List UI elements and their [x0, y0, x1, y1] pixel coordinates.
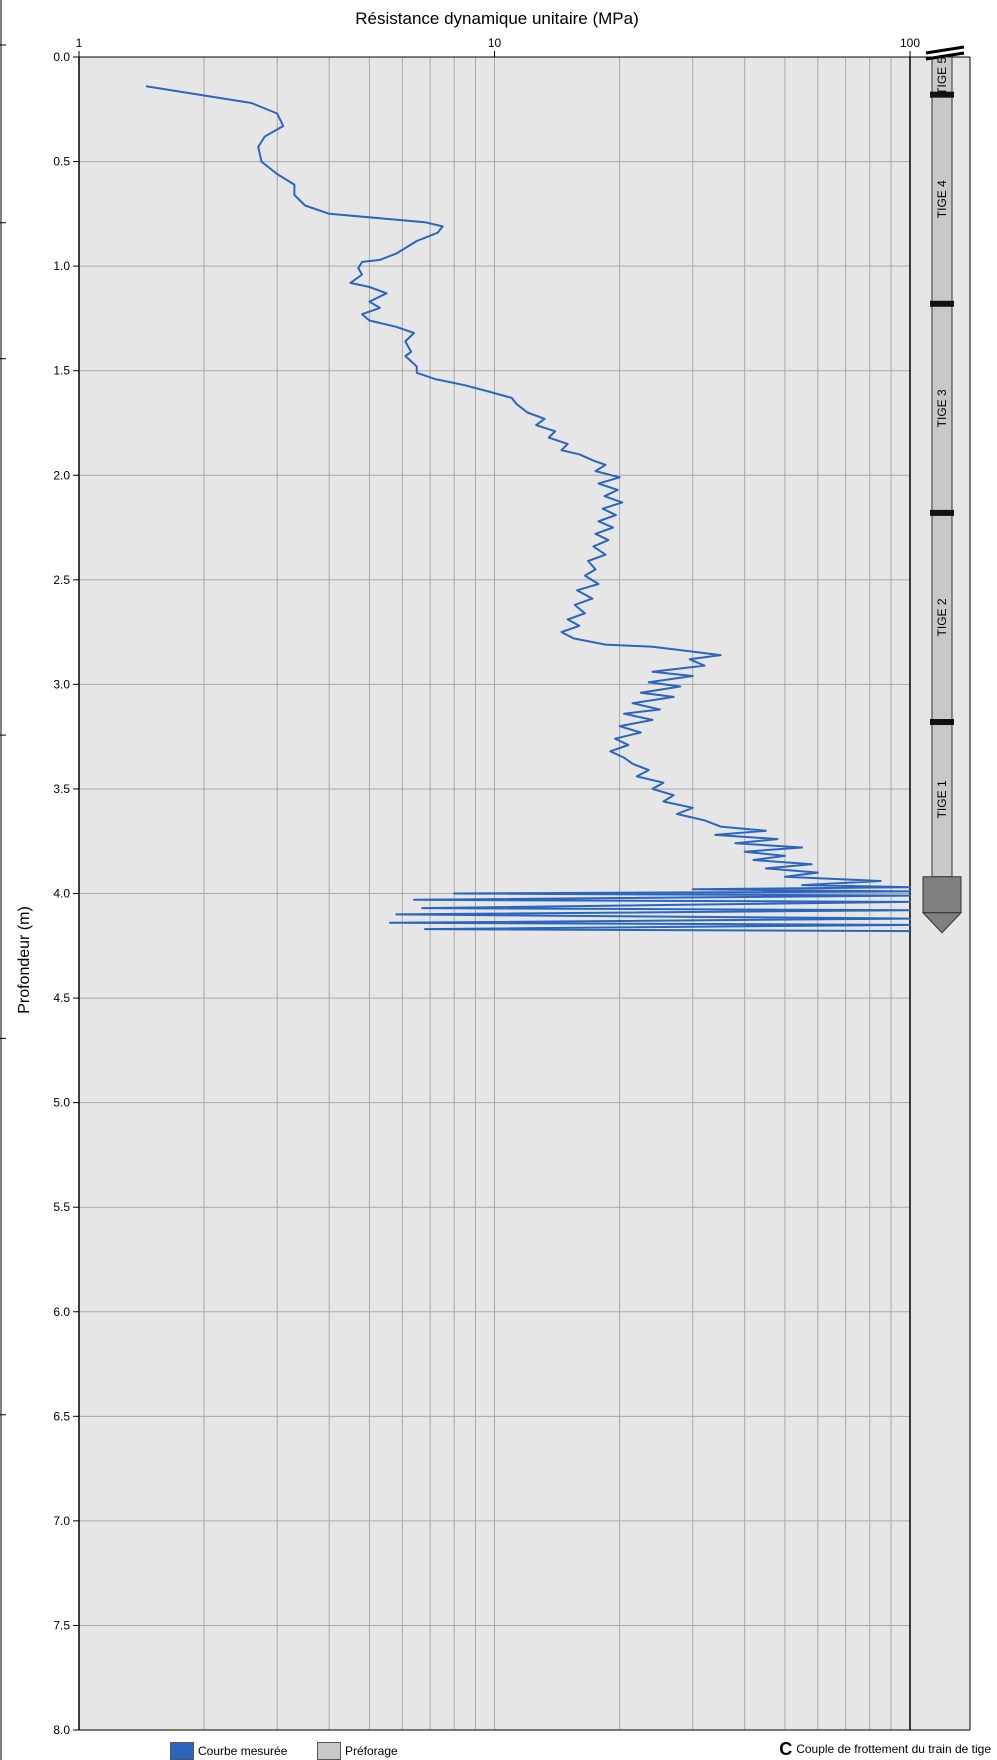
- y-axis-label: Profondeur (m): [16, 906, 33, 1014]
- cone-tip-icon: [921, 912, 963, 934]
- cone-body: [922, 876, 962, 914]
- y-tick-label: 6.5: [53, 1409, 70, 1423]
- y-tick-label: 7.0: [53, 1514, 70, 1528]
- rod-joint: [930, 719, 954, 726]
- y-tick-label: 7.5: [53, 1618, 70, 1632]
- torque-icon: C: [779, 1739, 793, 1759]
- y-tick-label: 5.5: [53, 1200, 70, 1214]
- rod-joint: [930, 91, 954, 98]
- legend-item-preforage: Préforage: [317, 1742, 398, 1760]
- legend-label-torque: Couple de frottement du train de tige: [796, 1742, 991, 1756]
- measured-swatch: [170, 1742, 194, 1760]
- rod-top-mark: [925, 51, 965, 61]
- x-tick-label: 10: [488, 36, 502, 50]
- y-tick-label: 2.5: [53, 573, 70, 587]
- rod-label: TIGE 4: [935, 180, 949, 218]
- y-tick-label: 1.5: [53, 364, 70, 378]
- rod-label: TIGE 1: [935, 780, 949, 818]
- chart-title: Résistance dynamique unitaire (MPa): [355, 9, 638, 28]
- y-tick-label: 3.5: [53, 782, 70, 796]
- legend-item-torque: C Couple de frottement du train de tige: [779, 1740, 991, 1758]
- legend-item-measured: Courbe mesurée: [170, 1742, 287, 1760]
- preforage-swatch: [317, 1742, 341, 1760]
- y-tick-label: 6.0: [53, 1305, 70, 1319]
- legend-label-preforage: Préforage: [345, 1744, 398, 1758]
- y-tick-label: 4.5: [53, 991, 70, 1005]
- rod-top-mark: [925, 45, 965, 55]
- rod-joint: [930, 509, 954, 516]
- rod-joint: [930, 300, 954, 307]
- y-tick-label: 2.0: [53, 468, 70, 482]
- y-tick-label: 0.0: [53, 50, 70, 64]
- y-tick-label: 1.0: [53, 259, 70, 273]
- x-tick-label: 1: [76, 36, 83, 50]
- y-tick-label: 4.0: [53, 887, 70, 901]
- series-line-measured: [145, 85, 911, 933]
- rod-label: TIGE 3: [935, 389, 949, 427]
- y-tick-label: 5.0: [53, 1096, 70, 1110]
- x-tick-label: 100: [900, 36, 920, 50]
- rod-label: TIGE 2: [935, 598, 949, 636]
- legend-label-measured: Courbe mesurée: [198, 1744, 288, 1758]
- y-tick-label: 0.5: [53, 155, 70, 169]
- rod-label: TIGE 5: [935, 56, 949, 94]
- y-tick-label: 8.0: [53, 1723, 70, 1737]
- y-tick-label: 3.0: [53, 677, 70, 691]
